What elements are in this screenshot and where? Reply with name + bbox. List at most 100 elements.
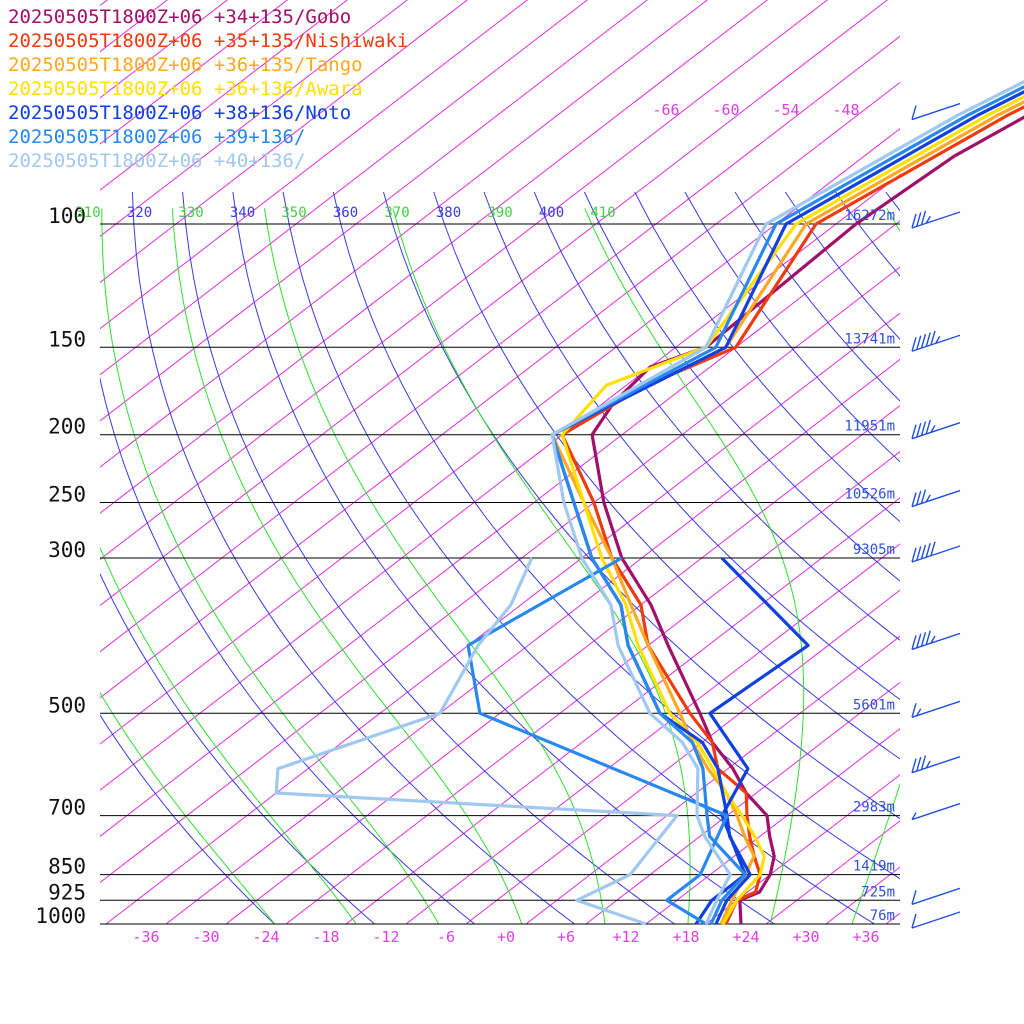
dry-adiabat-line	[131, 191, 576, 924]
isotherm-line	[465, 589, 900, 924]
barb-feather	[911, 492, 917, 507]
dry-adiabat-line	[986, 192, 1024, 939]
barb-feather	[911, 337, 917, 352]
upper-temperature-label: -66	[652, 101, 679, 119]
barb-feather	[916, 708, 922, 717]
pressure-tick-label: 1000	[35, 904, 86, 928]
moist-adiabat-line	[392, 208, 691, 924]
dry-adiabat-line	[885, 191, 900, 212]
barb-feather	[916, 546, 922, 561]
theta-label: 410	[590, 205, 615, 221]
height-label: 10526m	[844, 487, 895, 503]
wind-barb	[911, 419, 961, 440]
isotherm-line	[100, 0, 409, 237]
temperature-tick-label: -24	[252, 928, 279, 946]
barb-feather	[911, 890, 917, 905]
dry-adiabat-line	[936, 192, 1024, 939]
temperature-line	[560, 95, 1024, 925]
wind-barb	[911, 541, 961, 563]
temperature-tick-label: -30	[192, 928, 219, 946]
barb-feather	[911, 913, 917, 929]
barb-feather	[925, 419, 931, 435]
barb-staff	[911, 887, 961, 905]
barb-feather	[920, 755, 927, 770]
height-label: 1419m	[853, 859, 895, 875]
theta-label: 340	[230, 205, 255, 221]
temperature-line	[560, 105, 1024, 925]
barb-feather	[911, 812, 917, 820]
legend-entry: 20250505T1800Z+06 +35+135/Nishiwaki	[8, 30, 408, 52]
legend: 20250505T1800Z+06 +34+135/Gobo20250505T1…	[8, 6, 408, 172]
barb-staff	[911, 211, 961, 229]
wind-barb	[911, 755, 961, 774]
legend-entry: 20250505T1800Z+06 +34+135/Gobo	[8, 6, 351, 28]
temperature-tick-label: -18	[312, 928, 339, 946]
dry-adiabat-line	[583, 191, 900, 582]
barb-feather	[916, 212, 922, 227]
height-label: 11951m	[844, 419, 895, 435]
dry-adiabat-line	[634, 191, 900, 523]
isotherm-line	[100, 0, 289, 145]
moist-adiabat-line	[101, 208, 440, 924]
isotherm-line	[100, 0, 529, 330]
barb-feather	[916, 490, 922, 506]
height-label: 16272m	[844, 208, 895, 224]
pressure-tick-label: 100	[48, 204, 86, 228]
barb-feather	[930, 635, 936, 644]
isotherm-line	[100, 0, 649, 422]
upper-temperature-label: -60	[712, 101, 739, 119]
barb-feather	[920, 489, 927, 504]
legend-entry: 20250505T1800Z+06 +39+136/	[8, 126, 305, 148]
barb-feather	[916, 335, 922, 350]
theta-label: 360	[333, 205, 358, 221]
height-label: 725m	[861, 884, 895, 900]
height-label: 2983m	[853, 800, 895, 816]
barb-feather	[925, 543, 931, 558]
barb-feather	[925, 215, 931, 224]
barb-staff	[911, 422, 961, 440]
wind-barb	[911, 802, 961, 821]
barb-feather	[930, 541, 936, 556]
temperature-line	[590, 115, 1024, 925]
dewpoint-line	[274, 557, 679, 926]
barb-feather	[911, 213, 917, 229]
temperature-tick-label: -12	[372, 928, 399, 946]
temperature-tick-label: -6	[437, 928, 455, 946]
dry-adiabat-line	[835, 191, 900, 277]
temperature-line	[550, 85, 1024, 925]
barb-feather	[911, 105, 917, 120]
wind-barb	[911, 330, 961, 352]
pressure-tick-label: 250	[48, 483, 86, 507]
dry-adiabat-line	[383, 191, 900, 820]
wind-barb	[911, 911, 961, 929]
moist-adiabat-line	[851, 208, 900, 924]
moist-adiabat-line	[171, 208, 523, 924]
theta-label: 380	[436, 205, 461, 221]
isotherm-line	[100, 0, 349, 191]
wind-barb	[911, 489, 961, 508]
legend-entry: 20250505T1800Z+06 +36+136/Awara	[8, 78, 363, 100]
wind-barb	[911, 630, 961, 651]
dry-adiabat-line	[100, 714, 276, 924]
barb-feather	[916, 756, 922, 772]
temperature-line	[550, 80, 1024, 925]
temperature-tick-label: +6	[557, 928, 575, 946]
isotherm-line	[345, 497, 900, 924]
wind-barb	[911, 887, 961, 905]
dry-adiabat-line	[182, 191, 676, 924]
pressure-tick-label: 300	[48, 538, 86, 562]
dewpoint-line	[466, 556, 729, 926]
barb-feather	[916, 633, 922, 649]
temperature-line	[550, 90, 1024, 925]
temperature-tick-label: +36	[852, 928, 879, 946]
dry-adiabat-line	[100, 572, 376, 924]
theta-label: 370	[384, 205, 409, 221]
barb-feather	[911, 703, 917, 718]
height-label: 9305m	[853, 542, 895, 558]
theta-label: 390	[487, 205, 512, 221]
sounding-series	[274, 80, 1024, 926]
moist-adiabat-line	[584, 208, 805, 924]
isotherm-line	[705, 774, 900, 924]
